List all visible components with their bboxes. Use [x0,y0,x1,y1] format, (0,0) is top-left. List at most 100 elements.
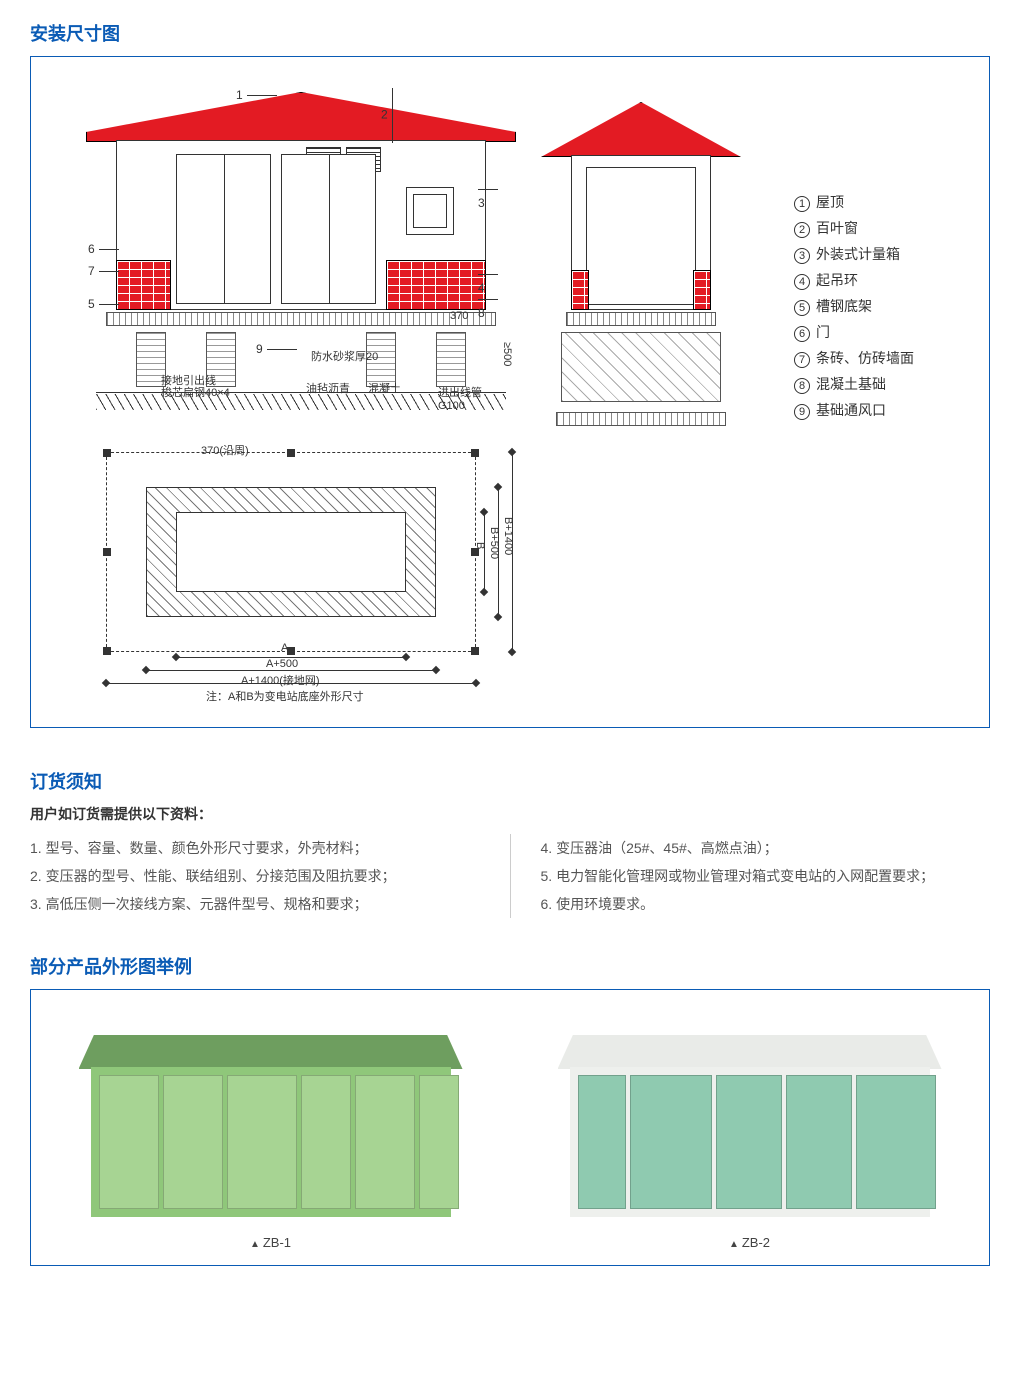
substation-panel [419,1075,459,1209]
order-col-right: 4. 变压器油（25#、45#、高燃点油）；5. 电力智能化管理网或物业管理对箱… [541,834,991,918]
label-felt: 油毡沥青 [306,380,350,396]
callout-9: 9 [256,342,297,356]
legend-text: 外装式计量箱 [816,246,900,262]
legend-item: 2百叶窗 [794,218,974,238]
label-mortar: 防水砂浆厚20 [311,348,378,364]
legend-item: 6门 [794,322,974,342]
legend-text: 门 [816,324,830,340]
legend-text: 混凝土基础 [816,376,886,392]
legend-item: 8 混凝土基础 [794,374,974,394]
substation-panel [856,1075,936,1209]
callout-3: 3 [478,182,502,210]
dim-perimeter: 370(沿周) [201,442,249,458]
legend-text: 基础通风口 [816,402,886,418]
order-item: 3. 高低压侧一次接线方案、元器件型号、规格和要求； [30,890,480,918]
brick-icon [571,270,589,310]
front-elevation: 1 2 3 4 8 5 6 7 9 370 ≥500 防水砂浆厚20 油毡沥青 … [106,92,496,412]
legend-num-icon: 7 [794,352,810,368]
product: ▲ZB-2 [525,1015,974,1250]
substation-panel [301,1075,351,1209]
callout-1: 1 [236,88,277,102]
legend-text: 槽钢底架 [816,298,872,314]
legend-num-icon: 5 [794,300,810,316]
product-label: ▲ZB-1 [46,1235,495,1250]
order-intro: 用户如订货需提供以下资料： [30,804,990,824]
legend-num-icon: 9 [794,404,810,420]
dim-line [146,670,436,671]
legend-item: 7 条砖、仿砖墙面 [794,348,974,368]
legend-text: 起吊环 [816,272,858,288]
dim-a500: A+500 [266,658,298,670]
legend-num-icon: 3 [794,248,810,264]
substation-panel [786,1075,852,1209]
diagram-area: 1 2 3 4 8 5 6 7 9 370 ≥500 防水砂浆厚20 油毡沥青 … [46,72,974,712]
order-title: 订货须知 [30,768,990,794]
callout-2: 2 [381,88,393,143]
substation-body [570,1067,930,1217]
product-image [525,1015,974,1225]
door-icon [586,167,696,305]
product-label: ▲ZB-2 [525,1235,974,1250]
legend-num-icon: 1 [794,196,810,212]
substation-roof [79,1035,463,1069]
channel-base [106,312,496,326]
brick-icon [693,270,711,310]
plan-substation [176,512,406,592]
legend-num-icon: 4 [794,274,810,290]
legend-text: 条砖、仿砖墙面 [816,350,914,366]
order-item: 1. 型号、容量、数量、颜色外形尺寸要求，外壳材料； [30,834,480,862]
legend-text: 屋顶 [816,194,844,210]
substation-body [91,1067,451,1217]
substation-panel [163,1075,223,1209]
order-item: 2. 变压器的型号、性能、联结组别、分接范围及阻抗要求； [30,862,480,890]
legend-num-icon: 2 [794,222,810,238]
roof-icon [86,92,516,142]
legend-item: 9 基础通风口 [794,400,974,420]
legend-item: 5 槽钢底架 [794,296,974,316]
brick-icon [116,260,171,310]
legend-num-icon: 6 [794,326,810,342]
triangle-icon: ▲ [250,1239,260,1250]
meter-box-icon [406,187,454,235]
divider [510,834,511,918]
side-elevation [541,92,741,472]
foundation [561,332,721,402]
substation-panel [716,1075,782,1209]
plan-view: 370(沿周) A A+500 A+1400(接地网) 注：A和B为变电站底座外… [106,442,516,702]
pier [436,332,466,387]
dim-b: B [474,542,486,549]
dim-b1400: B+1400 [502,517,514,555]
channel-base [566,312,716,326]
dim-a: A [281,642,288,654]
label-concrete: 混凝土 [368,380,401,396]
substation-roof [558,1035,942,1069]
substation-panel [99,1075,159,1209]
product: ▲ZB-1 [46,1015,495,1250]
dim-370: 370 [450,310,468,322]
door-icon [281,154,376,304]
dim-line [484,512,485,592]
install-title: 安装尺寸图 [30,20,990,46]
foundation-base [556,412,726,426]
legend-list: 1屋顶2百叶窗3外装式计量箱4起吊环5槽钢底架6门7条砖、仿砖墙面8混凝土基础9… [794,192,974,426]
legend-item: 3 外装式计量箱 [794,244,974,264]
substation-panel [630,1075,712,1209]
callout-8: 8 [478,292,502,320]
dim-a1400: A+1400(接地网) [241,672,320,688]
door-icon [176,154,271,304]
products-box: ▲ZB-1 ▲ZB-2 [30,989,990,1266]
order-item: 6. 使用环境要求。 [541,890,991,918]
legend-item: 4 起吊环 [794,270,974,290]
callout-5: 5 [88,297,119,311]
brick-icon [386,260,486,310]
substation-panel [227,1075,297,1209]
dim-b500: B+500 [488,527,500,559]
legend-num-icon: 8 [794,378,810,394]
dim-ge500: ≥500 [501,342,513,366]
callout-4: 4 [478,267,502,295]
legend-item: 1 屋顶 [794,192,974,212]
product-image [46,1015,495,1225]
label-cable: 进出线管G100 [438,384,496,412]
install-diagram-box: 1 2 3 4 8 5 6 7 9 370 ≥500 防水砂浆厚20 油毡沥青 … [30,56,990,728]
substation-panel [355,1075,415,1209]
